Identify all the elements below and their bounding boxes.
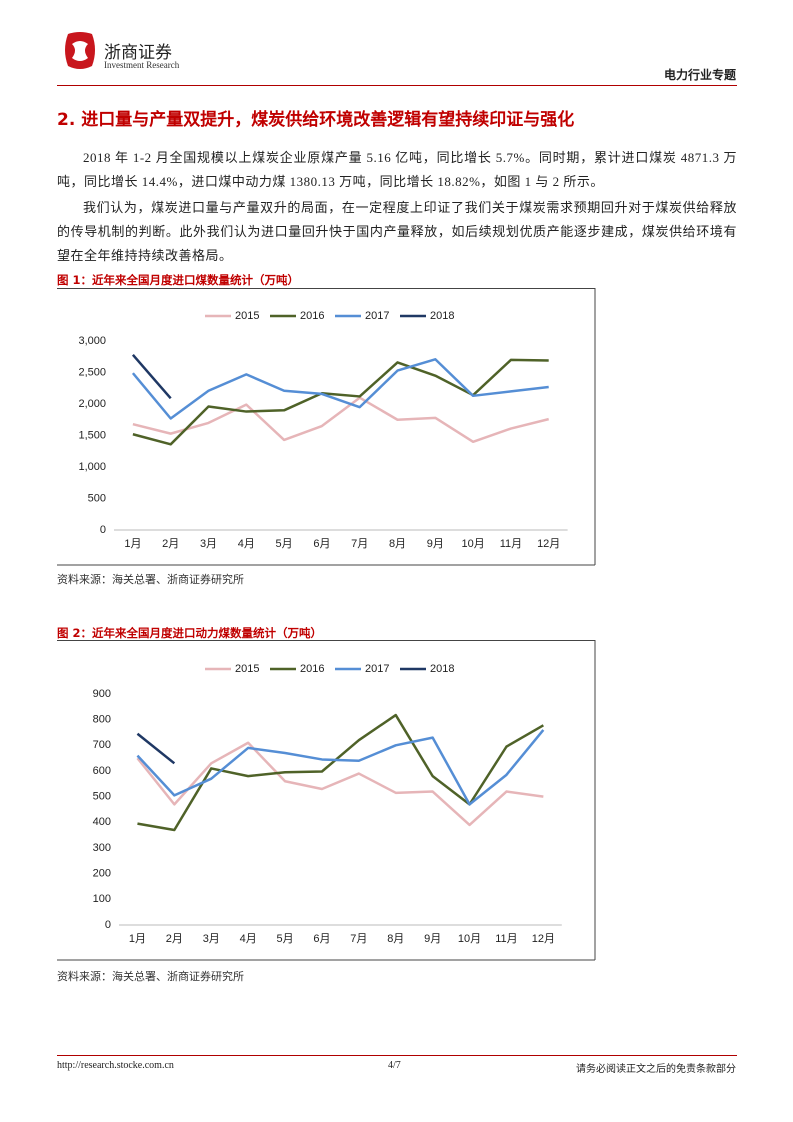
x-tick-label: 6月 [313, 538, 330, 550]
x-tick-label: 1月 [124, 538, 141, 550]
legend-label: 2016 [300, 310, 324, 322]
series-line [137, 713, 544, 832]
footer-disclaimer: 请务必阅读正文之后的免责条款部分 [576, 1064, 736, 1075]
y-tick-label: 300 [93, 842, 111, 854]
x-tick-label: 3月 [203, 933, 220, 945]
series-line [136, 732, 176, 765]
logo [65, 32, 95, 69]
y-tick-label: 2,000 [78, 398, 106, 410]
x-tick-label: 9月 [427, 538, 444, 550]
y-tick-label: 500 [93, 791, 111, 803]
legend-label: 2018 [430, 310, 454, 322]
legend-label: 2018 [430, 663, 454, 675]
x-tick-label: 6月 [313, 933, 330, 945]
chart: 0 100 200 300 400 500 600 700 800 900 1月 2月 3月 4月 5月 6月… [57, 640, 596, 961]
legend-label: 2017 [365, 310, 389, 322]
x-tick-label: 2月 [166, 933, 183, 945]
y-tick-label: 900 [93, 688, 111, 700]
y-tick-label: 500 [88, 492, 106, 504]
y-tick-label: 1,500 [78, 429, 106, 441]
x-tick-label: 11月 [495, 933, 517, 945]
paragraph: 我们认为，煤炭进口量与产量双升的局面，在一定程度上印证了我们关于煤炭需求预期回升… [57, 200, 737, 263]
series-line [136, 741, 544, 827]
y-tick-label: 100 [93, 893, 111, 905]
y-tick-label: 400 [93, 816, 111, 828]
x-tick-label: 11月 [500, 538, 522, 550]
footer-url: http://research.stocke.com.cn [57, 1060, 174, 1071]
brand-en: Investment Research [104, 60, 180, 70]
legend-label: 2015 [235, 310, 259, 322]
x-tick-label: 5月 [276, 538, 293, 550]
y-tick-label: 700 [93, 739, 111, 751]
y-tick-label: 1,000 [78, 461, 106, 473]
y-tick-label: 800 [93, 714, 111, 726]
x-tick-label: 8月 [389, 538, 406, 550]
x-tick-label: 7月 [351, 538, 368, 550]
x-tick-label: 9月 [424, 933, 441, 945]
y-tick-label: 3,000 [78, 335, 106, 347]
y-tick-label: 0 [100, 524, 106, 536]
figure-source: 资料来源：海关总署、浙商证券研究所 [57, 574, 244, 586]
x-tick-label: 10月 [458, 933, 481, 945]
report-type: 电力行业专题 [663, 68, 736, 82]
figure-caption: 图 2：近年来全国月度进口动力煤数量统计（万吨） [57, 626, 323, 640]
x-tick-label: 2月 [162, 538, 179, 550]
x-tick-label: 4月 [240, 933, 257, 945]
x-tick-label: 3月 [200, 538, 217, 550]
series-line [132, 396, 550, 444]
series-line [132, 358, 549, 446]
legend-label: 2015 [235, 663, 259, 675]
legend-label: 2016 [300, 663, 324, 675]
x-tick-label: 12月 [532, 933, 555, 945]
paragraph: 2018 年 1-2 月全国规模以上煤炭企业原煤产量 5.16 亿吨，同比增长 … [57, 150, 737, 189]
header-rule [57, 85, 737, 86]
series-line [136, 729, 545, 806]
x-tick-label: 5月 [276, 933, 293, 945]
x-tick-label: 4月 [238, 538, 255, 550]
section-title: 2. 进口量与产量双提升，煤炭供给环境改善逻辑有望持续印证与强化 [57, 110, 575, 130]
x-tick-label: 8月 [387, 933, 404, 945]
figure-source: 资料来源：海关总署、浙商证券研究所 [57, 971, 244, 983]
y-tick-label: 2,500 [78, 366, 106, 378]
legend-label: 2017 [365, 663, 389, 675]
y-tick-label: 0 [105, 919, 111, 931]
x-tick-label: 12月 [537, 538, 560, 550]
chart: 0 500 1,000 1,500 2,000 2,500 3,000 1月 2月 3月 4月 5月 6… [57, 288, 596, 566]
series-line [131, 354, 172, 400]
figure-caption: 图 1：近年来全国月度进口煤数量统计（万吨） [57, 273, 300, 287]
footer-rule [57, 1055, 737, 1056]
x-tick-label: 7月 [350, 933, 367, 945]
x-tick-label: 10月 [461, 538, 484, 550]
y-tick-label: 200 [93, 868, 111, 880]
y-tick-label: 600 [93, 765, 111, 777]
page-number: 4/7 [388, 1060, 401, 1071]
brand: 浙商证券 [104, 43, 172, 63]
x-tick-label: 1月 [129, 933, 146, 945]
series-line [131, 358, 549, 420]
